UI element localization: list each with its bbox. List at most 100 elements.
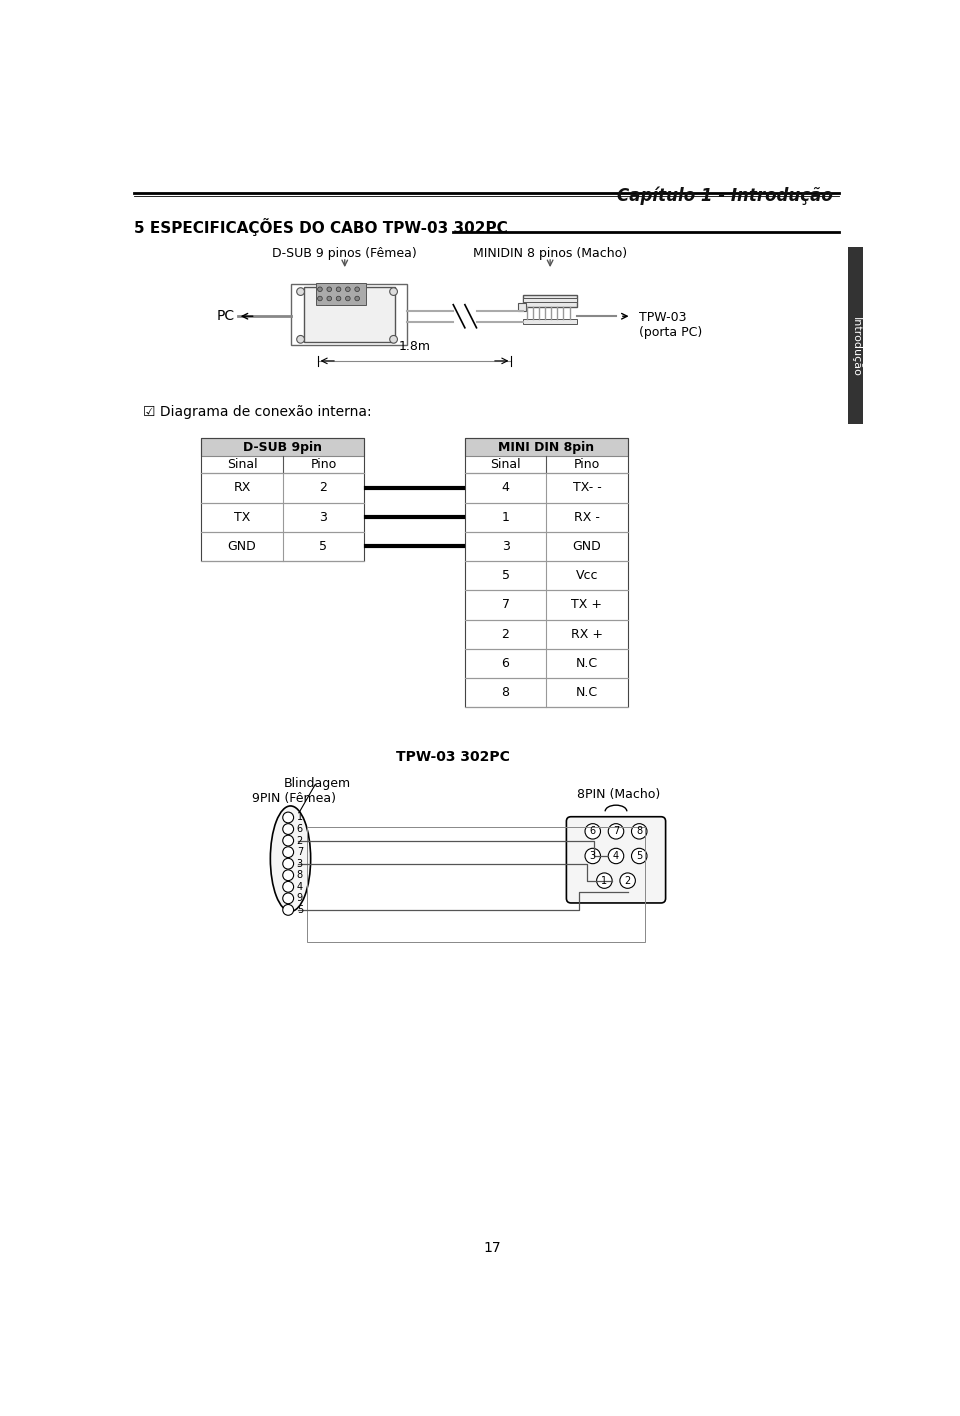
Text: 7: 7 <box>501 599 510 612</box>
Circle shape <box>336 296 341 300</box>
Circle shape <box>585 824 601 840</box>
Text: 5: 5 <box>320 539 327 554</box>
Text: 4: 4 <box>297 882 302 892</box>
Circle shape <box>318 296 323 300</box>
Text: 8: 8 <box>297 871 302 881</box>
Bar <box>518 303 526 312</box>
Bar <box>202 438 364 456</box>
Text: 1.8m: 1.8m <box>398 340 430 353</box>
Text: GND: GND <box>228 539 256 554</box>
Text: RX -: RX - <box>574 511 600 524</box>
Text: 17: 17 <box>483 1240 501 1255</box>
Text: 7: 7 <box>612 827 619 837</box>
Circle shape <box>283 858 294 869</box>
Bar <box>316 283 367 304</box>
Text: RX: RX <box>233 481 251 494</box>
Text: D-SUB 9 pinos (Fêmea): D-SUB 9 pinos (Fêmea) <box>273 246 418 261</box>
Circle shape <box>632 824 647 840</box>
Circle shape <box>390 287 397 296</box>
Circle shape <box>283 847 294 858</box>
Text: 9PIN (Fêmea): 9PIN (Fêmea) <box>252 792 336 806</box>
Bar <box>202 438 364 561</box>
Text: TX +: TX + <box>571 599 603 612</box>
Bar <box>307 827 645 942</box>
Circle shape <box>355 287 359 292</box>
Text: 3: 3 <box>320 511 327 524</box>
Text: N.C: N.C <box>576 687 598 700</box>
Polygon shape <box>303 287 396 343</box>
Text: Introdução: Introdução <box>851 317 860 377</box>
Text: Sinal: Sinal <box>227 459 257 472</box>
Circle shape <box>297 336 304 343</box>
Bar <box>523 319 577 324</box>
Text: 9: 9 <box>297 893 302 903</box>
Text: 4: 4 <box>502 481 510 494</box>
Circle shape <box>283 881 294 892</box>
Circle shape <box>346 296 350 300</box>
Text: 2: 2 <box>502 627 510 640</box>
Text: 2: 2 <box>320 481 327 494</box>
Text: 1: 1 <box>502 511 510 524</box>
Text: 7: 7 <box>297 847 303 857</box>
Text: MINI DIN 8pin: MINI DIN 8pin <box>498 440 594 453</box>
Text: 5: 5 <box>297 905 303 915</box>
Circle shape <box>620 872 636 888</box>
Bar <box>465 438 628 708</box>
Text: 5: 5 <box>636 851 642 861</box>
Circle shape <box>585 848 601 864</box>
Text: 3: 3 <box>502 539 510 554</box>
Text: TX: TX <box>234 511 251 524</box>
Circle shape <box>283 869 294 881</box>
Text: 5: 5 <box>501 569 510 582</box>
Circle shape <box>632 848 647 864</box>
Text: ☑ Diagrama de conexão interna:: ☑ Diagrama de conexão interna: <box>143 405 372 419</box>
Text: 6: 6 <box>589 827 596 837</box>
Circle shape <box>318 287 323 292</box>
Text: Sinal: Sinal <box>491 459 521 472</box>
Text: GND: GND <box>572 539 601 554</box>
Circle shape <box>609 824 624 840</box>
Text: 6: 6 <box>297 824 302 834</box>
Text: 1: 1 <box>601 875 608 885</box>
Text: MINIDIN 8 pinos (Macho): MINIDIN 8 pinos (Macho) <box>473 246 627 261</box>
Text: 8: 8 <box>636 827 642 837</box>
Circle shape <box>390 336 397 343</box>
Text: Pino: Pino <box>310 459 337 472</box>
Text: 3: 3 <box>589 851 596 861</box>
Circle shape <box>283 813 294 823</box>
Circle shape <box>609 848 624 864</box>
Text: RX +: RX + <box>571 627 603 640</box>
Text: TX- -: TX- - <box>572 481 601 494</box>
Text: Pino: Pino <box>574 459 600 472</box>
Bar <box>523 295 577 307</box>
Text: PC: PC <box>217 309 234 323</box>
Text: 5 ESPECIFICAÇÕES DO CABO TPW-03 302PC: 5 ESPECIFICAÇÕES DO CABO TPW-03 302PC <box>134 218 508 235</box>
Circle shape <box>283 905 294 915</box>
Text: 4: 4 <box>612 851 619 861</box>
Text: 8: 8 <box>501 687 510 700</box>
Text: 2: 2 <box>625 875 631 885</box>
Text: Capítulo 1 - Introdução: Capítulo 1 - Introdução <box>617 187 833 205</box>
Circle shape <box>283 824 294 834</box>
Text: 6: 6 <box>502 657 510 670</box>
Circle shape <box>327 296 331 300</box>
Bar <box>848 246 863 423</box>
Text: D-SUB 9pin: D-SUB 9pin <box>243 440 323 453</box>
Circle shape <box>297 287 304 296</box>
Text: 1: 1 <box>297 813 302 823</box>
Circle shape <box>336 287 341 292</box>
FancyBboxPatch shape <box>566 817 665 903</box>
Text: Vcc: Vcc <box>576 569 598 582</box>
Circle shape <box>327 287 331 292</box>
Text: 2: 2 <box>297 835 303 845</box>
Text: TPW-03 302PC: TPW-03 302PC <box>396 749 510 763</box>
Circle shape <box>596 872 612 888</box>
Circle shape <box>355 296 359 300</box>
Bar <box>465 438 628 456</box>
Circle shape <box>283 835 294 845</box>
Text: N.C: N.C <box>576 657 598 670</box>
Bar <box>523 297 577 303</box>
Ellipse shape <box>271 806 311 912</box>
Text: Blindagem: Blindagem <box>284 777 351 790</box>
Text: 8PIN (Macho): 8PIN (Macho) <box>577 789 660 801</box>
